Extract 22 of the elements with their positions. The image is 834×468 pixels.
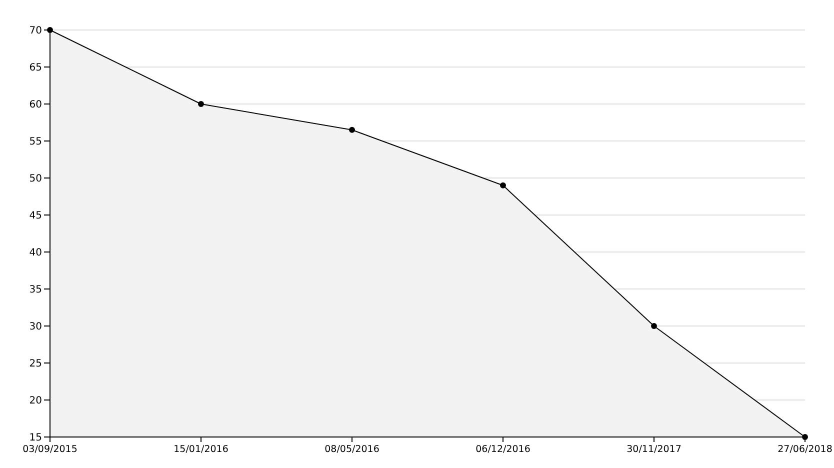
- y-tick-label: 35: [29, 284, 42, 296]
- x-tick-label: 08/05/2016: [324, 444, 380, 455]
- y-tick-label: 25: [29, 358, 42, 370]
- y-tick-label: 50: [29, 174, 42, 184]
- y-tick-label: 60: [29, 100, 42, 110]
- y-tick-label: 45: [29, 210, 42, 222]
- x-tick-label: 03/09/2015: [22, 444, 78, 455]
- y-tick-label: 70: [29, 26, 42, 36]
- x-tick-label: 15/01/2016: [174, 444, 228, 455]
- y-tick-label: 55: [29, 136, 42, 148]
- point: [500, 182, 506, 188]
- point: [198, 101, 204, 107]
- x-tick-label: 30/11/2017: [626, 444, 682, 455]
- y-tick-label: 20: [29, 396, 42, 406]
- y-tick-label: 40: [29, 248, 42, 258]
- y-tick-label: 15: [29, 432, 42, 444]
- y-tick-label: 30: [29, 322, 42, 332]
- x-tick-label: 27/06/2018: [778, 444, 832, 455]
- y-tick-label: 65: [29, 62, 42, 74]
- point: [651, 323, 657, 329]
- x-tick-label: 06/12/2016: [476, 444, 530, 455]
- point: [349, 126, 355, 133]
